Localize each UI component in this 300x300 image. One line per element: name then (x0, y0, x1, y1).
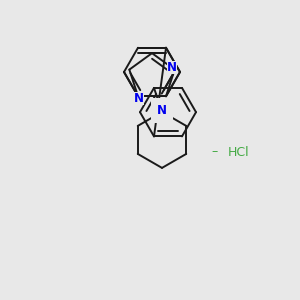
Text: N: N (167, 61, 177, 74)
Text: HCl: HCl (228, 146, 250, 158)
Text: N: N (134, 92, 144, 105)
Text: –: – (212, 146, 218, 158)
Text: N: N (157, 104, 167, 117)
